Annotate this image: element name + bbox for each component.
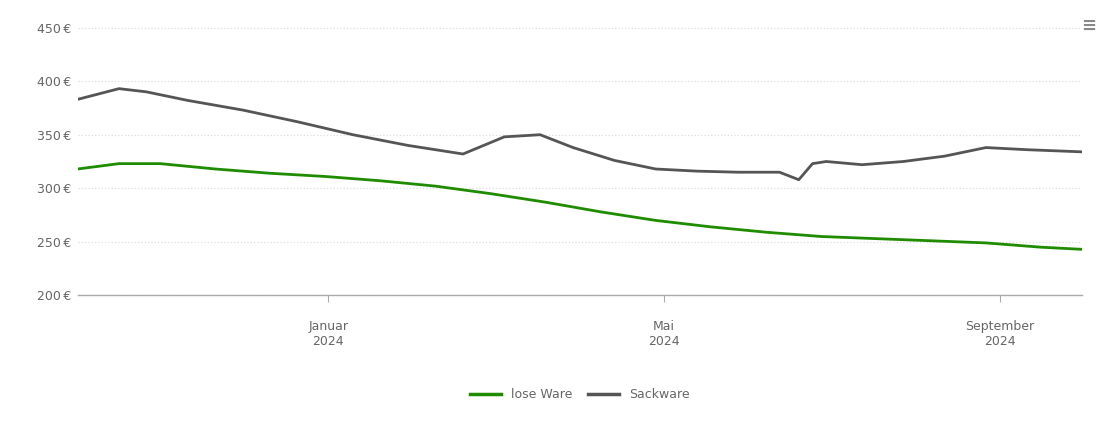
Text: Mai
2024: Mai 2024 [648, 320, 679, 349]
Text: Januar
2024: Januar 2024 [309, 320, 349, 349]
Legend: lose Ware, Sackware: lose Ware, Sackware [465, 383, 695, 406]
Text: ≡: ≡ [1081, 17, 1097, 35]
Text: September
2024: September 2024 [965, 320, 1035, 349]
